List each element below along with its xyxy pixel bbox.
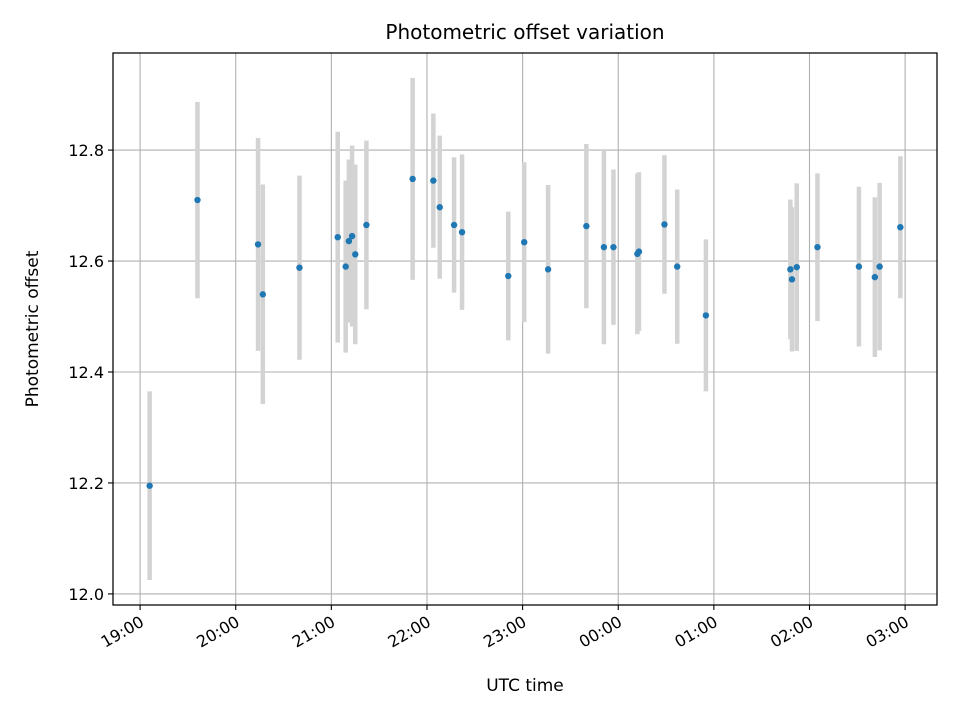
- data-point: [793, 263, 800, 271]
- data-point: [600, 243, 608, 251]
- y-tick-label: 12.0: [68, 585, 104, 604]
- plot-area: [113, 53, 937, 605]
- data-point: [814, 243, 821, 251]
- data-point: [458, 228, 466, 236]
- data-point: [254, 241, 262, 248]
- data-point: [788, 276, 796, 283]
- y-axis-ticks: 12.0 12.2 12.4 12.6 12.8: [68, 141, 113, 604]
- y-tick-label: 12.6: [68, 252, 104, 271]
- data-points: [146, 175, 904, 489]
- chart-title: Photometric offset variation: [385, 20, 664, 44]
- grid-lines: [113, 53, 937, 605]
- data-point: [296, 264, 303, 271]
- data-point: [334, 233, 341, 241]
- data-point: [674, 263, 681, 270]
- data-point: [348, 232, 356, 240]
- data-point: [363, 221, 370, 229]
- plot-frame: [112, 52, 938, 606]
- data-point: [661, 221, 668, 228]
- data-point: [855, 263, 863, 270]
- data-point: [409, 175, 416, 183]
- data-point: [787, 266, 794, 273]
- data-point: [521, 238, 528, 246]
- data-point: [436, 204, 443, 211]
- data-point: [583, 222, 590, 230]
- data-point: [345, 237, 353, 245]
- data-point: [505, 272, 512, 280]
- data-point: [702, 312, 710, 319]
- data-point: [897, 223, 904, 231]
- y-tick-label: 12.4: [68, 363, 104, 382]
- data-point: [871, 273, 879, 281]
- y-tick-label: 12.8: [68, 141, 104, 160]
- data-point: [544, 266, 552, 273]
- data-point: [194, 196, 201, 204]
- data-point: [635, 248, 643, 255]
- data-point: [450, 221, 458, 229]
- y-axis-title: Photometric offset: [23, 250, 43, 407]
- data-point: [876, 263, 883, 270]
- data-point: [430, 177, 437, 184]
- data-point: [146, 482, 153, 489]
- data-point: [610, 243, 617, 251]
- data-point: [259, 291, 267, 298]
- x-axis-title: UTC time: [486, 676, 564, 696]
- y-tick-label: 12.2: [68, 474, 104, 493]
- data-point: [342, 263, 349, 270]
- data-point: [352, 251, 359, 258]
